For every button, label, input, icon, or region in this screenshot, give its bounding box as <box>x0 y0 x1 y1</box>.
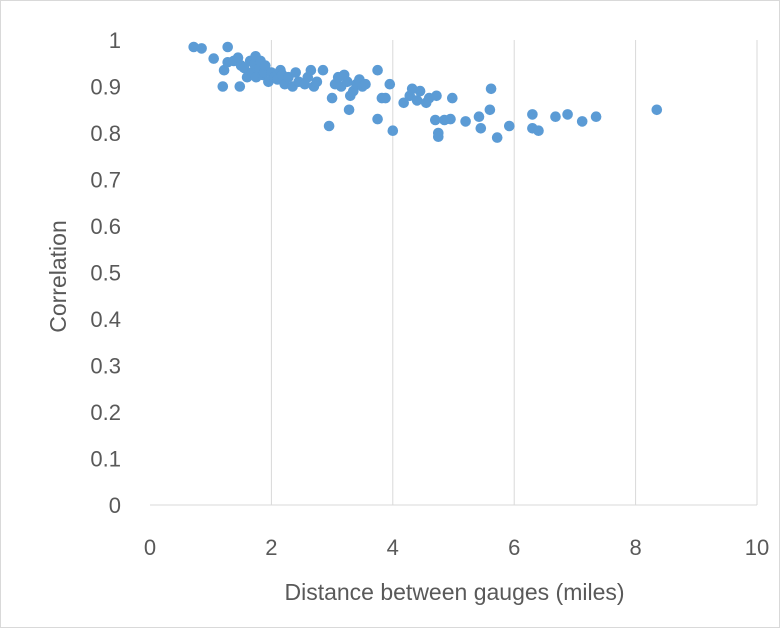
data-point <box>380 92 391 104</box>
data-point <box>447 92 458 104</box>
data-point <box>504 120 515 132</box>
data-point <box>222 41 233 53</box>
data-point <box>323 120 335 132</box>
data-point <box>411 95 423 106</box>
data-point <box>290 67 302 78</box>
data-point <box>651 104 663 116</box>
y-tick-label: 0.4 <box>90 307 121 332</box>
y-tick-label: 0.9 <box>90 75 121 100</box>
data-point <box>342 76 353 88</box>
data-point <box>431 90 442 102</box>
data-point <box>387 125 399 136</box>
x-tick-label: 6 <box>508 535 520 560</box>
data-point <box>460 116 471 127</box>
y-tick-label: 0.2 <box>90 400 121 425</box>
y-tick-labels: 0 0.1 0.2 0.3 0.4 0.5 0.6 0.7 0.8 0.9 1 <box>90 28 121 518</box>
data-point <box>217 81 229 92</box>
data-point <box>305 64 317 76</box>
x-tick-label: 10 <box>745 535 769 560</box>
data-point <box>196 43 207 54</box>
data-point <box>384 78 396 90</box>
x-tick-label: 8 <box>629 535 641 560</box>
data-point <box>473 111 485 122</box>
y-tick-label: 0.8 <box>90 121 121 146</box>
data-point <box>590 111 602 122</box>
data-point <box>238 62 250 74</box>
data-point <box>475 123 487 134</box>
data-point <box>533 125 544 136</box>
data-point <box>343 104 355 116</box>
data-point <box>433 131 444 142</box>
data-point <box>372 113 383 125</box>
y-tick-label: 1 <box>109 28 121 53</box>
data-points <box>188 41 663 143</box>
data-point <box>372 64 383 76</box>
data-point <box>317 64 329 76</box>
y-tick-label: 0.7 <box>90 168 121 193</box>
data-point <box>527 109 538 120</box>
data-point <box>234 81 246 92</box>
x-tick-label: 4 <box>387 535 399 560</box>
x-tick-label: 0 <box>144 535 156 560</box>
x-tick-label: 2 <box>265 535 277 560</box>
y-tick-label: 0.3 <box>90 354 121 379</box>
data-point <box>260 60 271 71</box>
data-point <box>485 83 497 95</box>
data-point <box>414 85 426 97</box>
data-point <box>562 109 573 120</box>
data-point <box>484 104 496 116</box>
data-point <box>445 113 456 125</box>
vertical-gridlines <box>270 40 758 505</box>
data-point <box>398 97 410 109</box>
y-tick-label: 0.5 <box>90 261 121 286</box>
data-point <box>430 114 441 126</box>
y-tick-label: 0.6 <box>90 214 121 239</box>
y-tick-label: 0.1 <box>90 447 121 472</box>
y-tick-label: 0 <box>109 493 121 518</box>
data-point <box>218 64 230 76</box>
data-point <box>311 76 323 88</box>
x-tick-labels: 0 2 4 6 8 10 <box>144 535 769 560</box>
data-point <box>208 53 219 64</box>
y-axis-title: Correlation <box>45 220 71 333</box>
x-axis-title: Distance between gauges (miles) <box>284 579 624 605</box>
data-point <box>576 116 588 127</box>
data-point <box>360 78 371 90</box>
data-point <box>491 132 503 143</box>
data-point <box>326 92 338 104</box>
data-point <box>188 41 199 53</box>
data-point <box>550 111 561 122</box>
